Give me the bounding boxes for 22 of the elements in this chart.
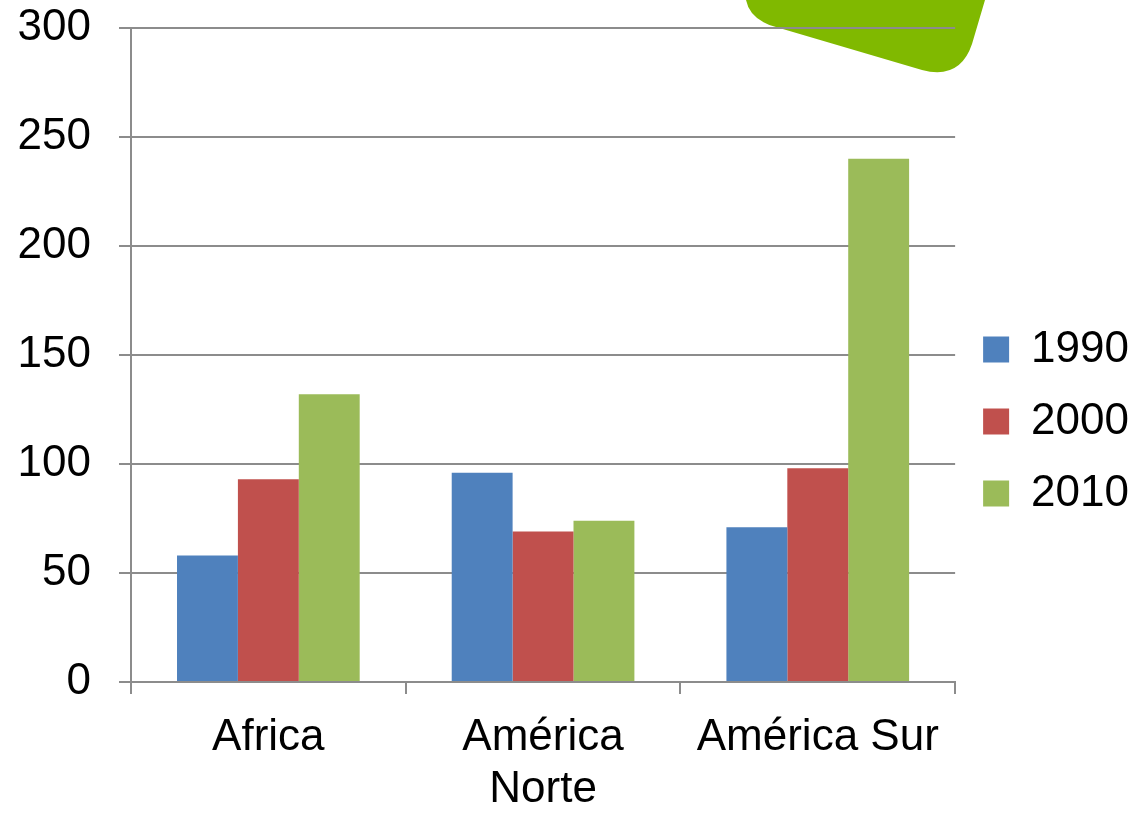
y-tick-label: 0 — [66, 654, 91, 704]
bar — [848, 158, 910, 681]
legend-label: 1990 — [1031, 321, 1130, 371]
y-tick-label: 300 — [17, 0, 91, 50]
y-tick-label: 50 — [42, 545, 91, 595]
x-tick-label: Africa — [212, 709, 326, 759]
y-tick-label: 150 — [17, 327, 91, 377]
y-tick-label: 250 — [17, 109, 91, 159]
bar — [298, 394, 360, 681]
y-tick-label: 200 — [17, 218, 91, 268]
y-tick-label: 100 — [17, 436, 91, 486]
bar — [512, 531, 574, 681]
legend-label: 2010 — [1031, 465, 1130, 515]
bar — [451, 472, 513, 681]
bar — [177, 555, 238, 681]
bar — [573, 520, 635, 681]
x-tick-label: América Sur — [696, 709, 939, 759]
legend-label: 2000 — [1031, 393, 1130, 443]
bar — [237, 479, 299, 681]
bar — [787, 468, 849, 681]
x-tick-label: América Norte — [462, 709, 625, 812]
bar — [726, 527, 788, 681]
